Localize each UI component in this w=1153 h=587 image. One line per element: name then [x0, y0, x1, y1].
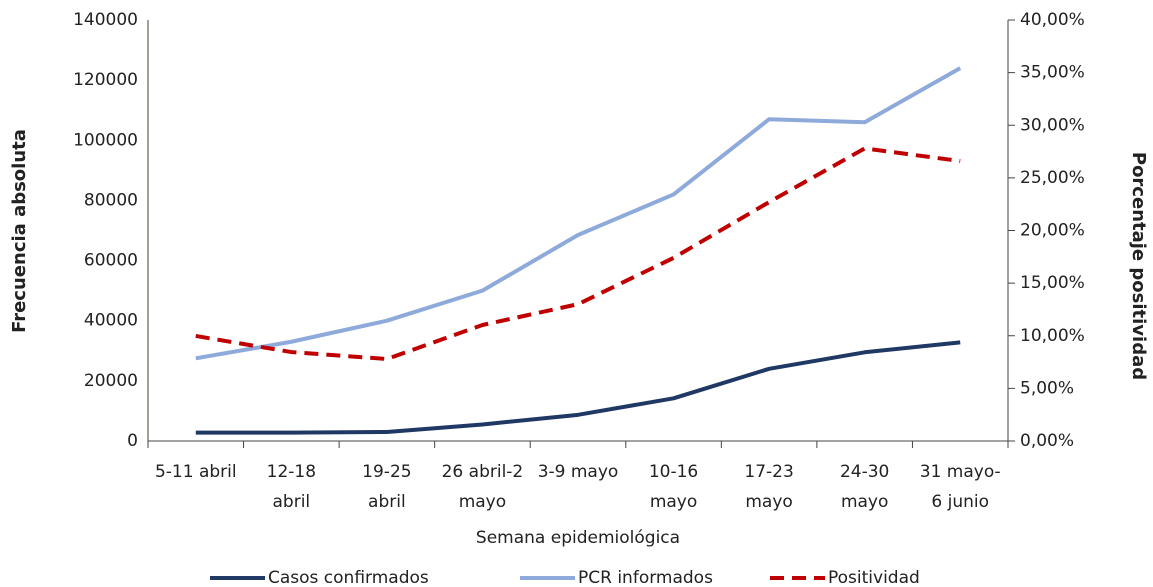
y2-tick-label: 25,00% — [1020, 168, 1085, 188]
y-axis-label: Frecuencia absoluta — [9, 129, 30, 333]
y2-tick-label: 5,00% — [1020, 378, 1074, 398]
series-line — [195, 340, 961, 435]
x-axis-label: Semana epidemiológica — [476, 528, 680, 548]
y2-tick-label: 35,00% — [1020, 63, 1085, 83]
series-line — [195, 66, 962, 361]
y2-tick-label: 40,00% — [1020, 10, 1085, 30]
y-tick-label: 0 — [127, 431, 138, 451]
x-tick-label: 19-25 abril — [362, 462, 411, 512]
y-tick-label: 40000 — [84, 311, 138, 331]
y-tick-label: 100000 — [73, 130, 138, 150]
y2-tick-label: 20,00% — [1020, 221, 1085, 241]
legend-label: PCR informados — [578, 568, 713, 587]
series-line — [195, 146, 961, 362]
y-tick-label: 60000 — [84, 251, 138, 271]
legend-label: Positividad — [828, 568, 920, 587]
x-tick-label: 3-9 mayo — [538, 462, 619, 482]
y-tick-label: 120000 — [73, 70, 138, 90]
x-tick-label: 17-23 mayo — [744, 462, 793, 512]
y-tick-label: 140000 — [73, 10, 138, 30]
x-tick-label: 24-30 mayo — [840, 462, 889, 512]
x-tick-label: 26 abril-2 mayo — [442, 462, 524, 512]
y-tick-label: 20000 — [84, 371, 138, 391]
x-tick-label: 10-16 mayo — [649, 462, 698, 512]
y2-tick-label: 30,00% — [1020, 115, 1085, 135]
y2-tick-label: 15,00% — [1020, 273, 1085, 293]
y-tick-label: 80000 — [84, 190, 138, 210]
legend-label: Casos confirmados — [268, 568, 429, 587]
y2-tick-label: 0,00% — [1020, 431, 1074, 451]
y2-tick-label: 10,00% — [1020, 326, 1085, 346]
x-tick-label: 31 mayo-6 junio — [920, 462, 1001, 512]
x-tick-label: 12-18 abril — [267, 462, 316, 512]
x-tick-label: 5-11 abril — [155, 462, 237, 482]
y2-axis-label: Porcentaje positividad — [1128, 152, 1149, 380]
